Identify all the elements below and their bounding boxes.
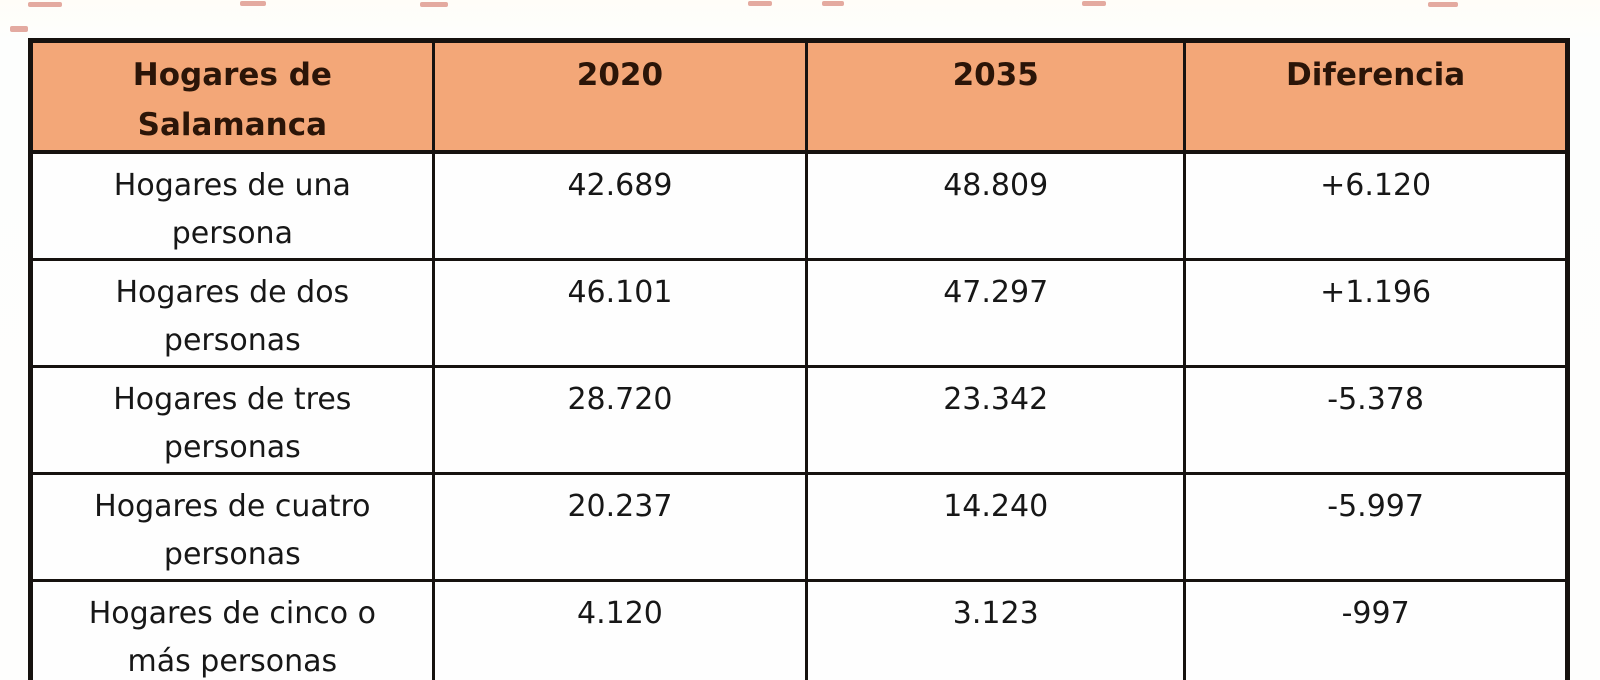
row-label: Hogares de tres personas — [29, 365, 435, 476]
artifact-mark — [420, 2, 448, 7]
cell-value-diferencia: -5.997 — [1183, 472, 1569, 583]
cell-value-2020: 42.689 — [431, 150, 809, 262]
artifact-mark — [1428, 2, 1458, 7]
cell-value-diferencia: +1.196 — [1183, 258, 1569, 369]
column-header-2035: 2035 — [805, 39, 1187, 155]
table-body: Hogares de una persona 42.689 48.809 +6.120… — [29, 150, 1569, 680]
table-header: Hogares de Salamanca 2020 2035 Diferenci… — [29, 39, 1569, 155]
cell-value-2020: 4.120 — [431, 579, 809, 680]
artifact-mark — [1082, 1, 1106, 6]
column-header-2020: 2020 — [431, 39, 809, 155]
table-row: Hogares de una persona 42.689 48.809 +6.120 — [29, 150, 1569, 262]
column-header-hogares-de-salamanca: Hogares de Salamanca — [29, 39, 435, 155]
table-row: Hogares de tres personas 28.720 23.342 -5.3… — [29, 365, 1569, 476]
table-row: Hogares de dos personas 46.101 47.297 +1.19… — [29, 258, 1569, 369]
artifact-mark — [822, 1, 844, 6]
households-table: Hogares de Salamanca 2020 2035 Diferenci… — [28, 38, 1570, 680]
cell-value-2035: 14.240 — [805, 472, 1187, 583]
artifact-mark — [748, 1, 772, 6]
artifact-mark — [240, 1, 266, 6]
cell-value-diferencia: -5.378 — [1183, 365, 1569, 476]
cell-value-2035: 48.809 — [805, 150, 1187, 262]
column-header-diferencia: Diferencia — [1183, 39, 1569, 155]
cell-value-2020: 28.720 — [431, 365, 809, 476]
row-label: Hogares de cinco o más personas — [29, 579, 435, 680]
cell-value-2020: 46.101 — [431, 258, 809, 369]
row-label: Hogares de una persona — [29, 150, 435, 262]
row-label: Hogares de cuatro personas — [29, 472, 435, 583]
cell-value-diferencia: +6.120 — [1183, 150, 1569, 262]
cell-value-2035: 3.123 — [805, 579, 1187, 680]
cell-value-2035: 23.342 — [805, 365, 1187, 476]
cell-value-diferencia: -997 — [1183, 579, 1569, 680]
artifact-mark — [10, 26, 28, 32]
row-label: Hogares de dos personas — [29, 258, 435, 369]
header-row: Hogares de Salamanca 2020 2035 Diferenci… — [29, 39, 1569, 155]
cell-value-2035: 47.297 — [805, 258, 1187, 369]
artifact-mark — [28, 2, 62, 7]
cell-value-2020: 20.237 — [431, 472, 809, 583]
table-row: Hogares de cuatro personas 20.237 14.240 -5… — [29, 472, 1569, 583]
table-row: Hogares de cinco o más personas 4.120 3.12… — [29, 579, 1569, 680]
